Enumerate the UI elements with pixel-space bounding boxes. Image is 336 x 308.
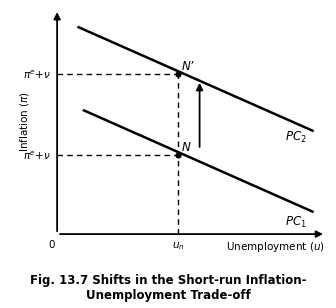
Text: Inflation ($\pi$): Inflation ($\pi$) bbox=[18, 91, 31, 152]
Text: $\pi^e$+$\nu$: $\pi^e$+$\nu$ bbox=[23, 68, 50, 81]
Text: Unemployment ($u$): Unemployment ($u$) bbox=[226, 240, 325, 254]
Text: $PC_2$: $PC_2$ bbox=[285, 130, 307, 145]
Text: 0: 0 bbox=[48, 240, 55, 250]
Text: Fig. 13.7 Shifts in the Short-run Inflation-
Unemployment Trade-off: Fig. 13.7 Shifts in the Short-run Inflat… bbox=[30, 274, 306, 302]
Text: $u_n$: $u_n$ bbox=[172, 240, 184, 252]
Text: $PC_1$: $PC_1$ bbox=[285, 215, 307, 230]
Text: $\pi^e$+$\nu$: $\pi^e$+$\nu$ bbox=[23, 149, 50, 162]
Text: N: N bbox=[182, 141, 191, 154]
Text: N’: N’ bbox=[182, 60, 195, 73]
